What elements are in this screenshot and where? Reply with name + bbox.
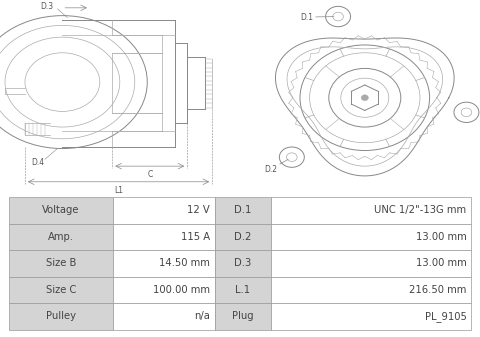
Text: Size B: Size B bbox=[46, 258, 76, 268]
Text: 13.00 mm: 13.00 mm bbox=[416, 258, 467, 268]
Text: D.1: D.1 bbox=[234, 205, 252, 215]
Text: UNC 1/2"-13G mm: UNC 1/2"-13G mm bbox=[374, 205, 467, 215]
Text: D.2: D.2 bbox=[234, 232, 252, 242]
Text: 216.50 mm: 216.50 mm bbox=[409, 285, 467, 295]
Text: Plug: Plug bbox=[232, 311, 254, 321]
Circle shape bbox=[361, 95, 369, 101]
Text: Amp.: Amp. bbox=[48, 232, 74, 242]
Text: D.2: D.2 bbox=[264, 159, 288, 174]
Text: Size C: Size C bbox=[46, 285, 76, 295]
Text: n/a: n/a bbox=[194, 311, 210, 321]
Text: 13.00 mm: 13.00 mm bbox=[416, 232, 467, 242]
Text: 100.00 mm: 100.00 mm bbox=[153, 285, 210, 295]
Text: PL_9105: PL_9105 bbox=[425, 311, 467, 322]
Text: L1: L1 bbox=[114, 186, 123, 195]
Text: D.4: D.4 bbox=[31, 158, 44, 167]
Text: Voltage: Voltage bbox=[42, 205, 80, 215]
Text: 12 V: 12 V bbox=[187, 205, 210, 215]
Text: C: C bbox=[147, 170, 152, 179]
Text: D.1: D.1 bbox=[300, 12, 334, 22]
Text: D.3: D.3 bbox=[234, 258, 252, 268]
Text: 115 A: 115 A bbox=[180, 232, 210, 242]
Text: L.1: L.1 bbox=[236, 285, 251, 295]
Text: Pulley: Pulley bbox=[46, 311, 76, 321]
Text: D.3: D.3 bbox=[40, 2, 53, 11]
Text: 14.50 mm: 14.50 mm bbox=[159, 258, 210, 268]
